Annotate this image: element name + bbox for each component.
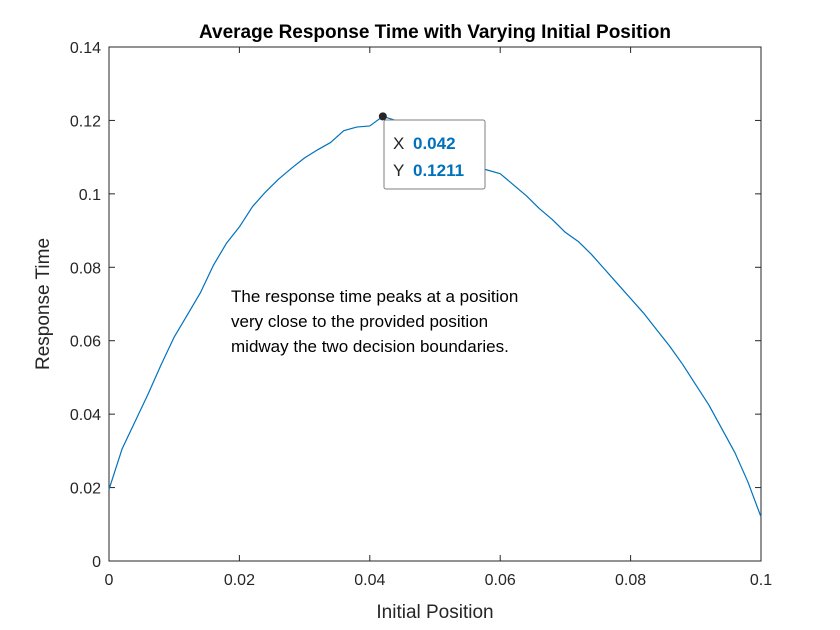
y-tick-label: 0.02 — [70, 481, 101, 498]
datatip-box[interactable] — [383, 119, 486, 190]
y-tick-label: 0.08 — [70, 260, 101, 277]
annotation-line-2: very close to the provided position — [231, 312, 488, 331]
x-axis-label: Initial Position — [376, 602, 493, 623]
x-tick-label: 0 — [105, 572, 114, 589]
y-tick-label: 0.14 — [70, 40, 101, 57]
annotation: The response time peaks at a position ve… — [231, 287, 518, 356]
x-tick-label: 0.04 — [354, 572, 385, 589]
datatip-y-value: 0.1211 — [413, 161, 464, 180]
annotation-line-1: The response time peaks at a position — [231, 287, 518, 306]
y-tick-label: 0.06 — [70, 334, 101, 351]
datatip-y-key: Y — [393, 161, 404, 180]
y-tick-label: 0.12 — [70, 113, 101, 130]
datatip-marker[interactable] — [378, 112, 387, 121]
y-tick-label: 0.04 — [70, 407, 101, 424]
y-tick-label: 0.1 — [79, 187, 101, 204]
x-tick-label: 0.02 — [224, 572, 255, 589]
datatip-x-key: X — [393, 134, 404, 153]
y-axis-label: Response Time — [33, 238, 54, 370]
x-tick-label: 0.06 — [485, 572, 516, 589]
y-tick-label: 0 — [92, 554, 101, 571]
axis-ticks: 0 0.02 0.04 0.06 0.08 0.1 0 0.02 0.04 0.06 0.08 0.1… — [70, 40, 772, 589]
x-tick-label: 0.1 — [750, 572, 772, 589]
datatip-x-value: 0.042 — [413, 134, 456, 153]
chart-title: Average Response Time with Varying Initi… — [199, 22, 671, 43]
datatip[interactable]: X 0.042 Y 0.1211 — [383, 119, 486, 190]
annotation-line-3: midway the two decision boundaries. — [231, 337, 509, 356]
x-tick-label: 0.08 — [615, 572, 646, 589]
